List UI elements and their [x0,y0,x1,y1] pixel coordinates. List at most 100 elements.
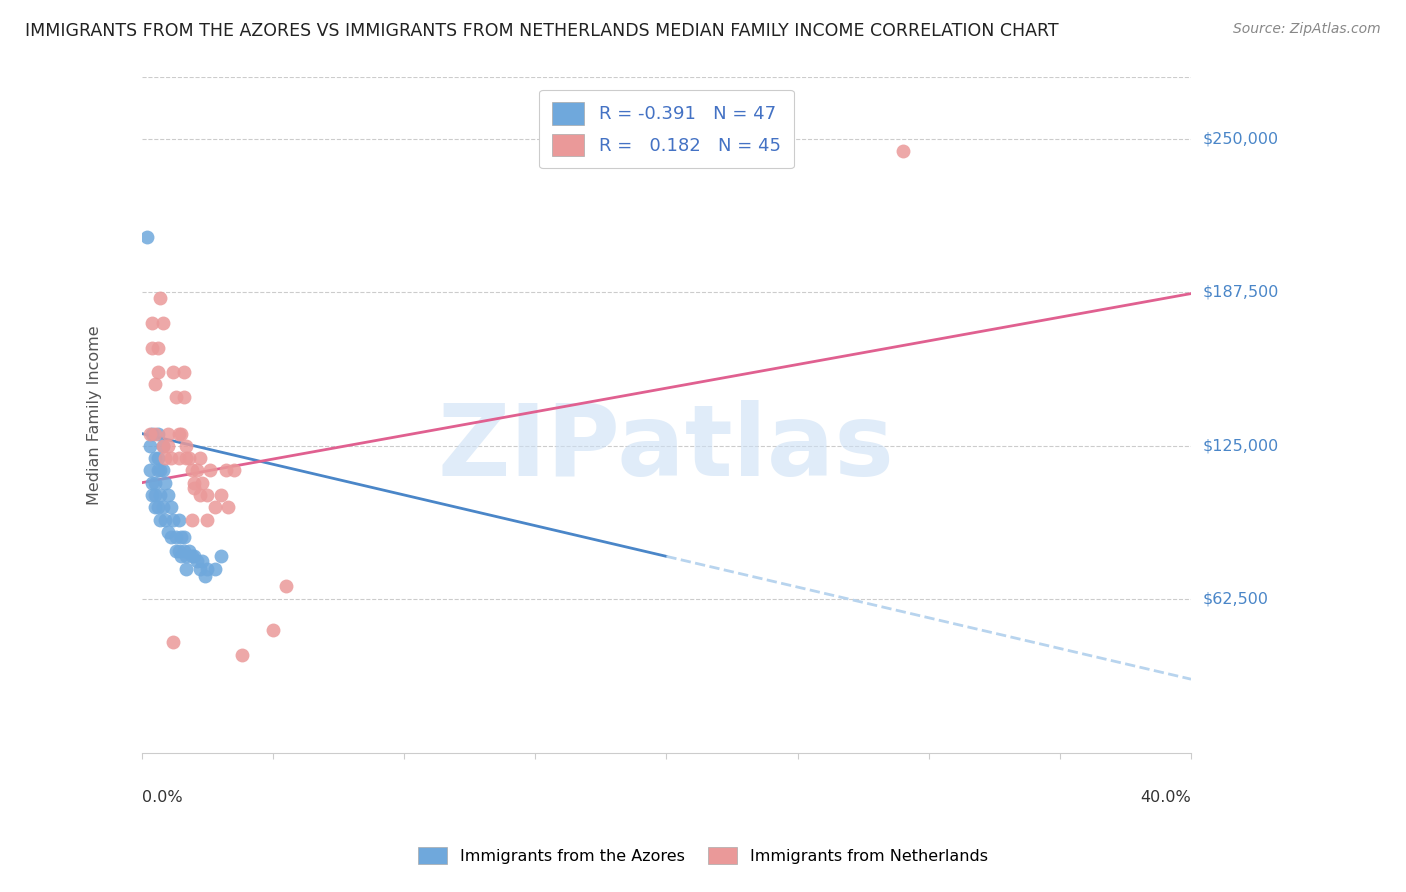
Point [198,463,221,477]
Point [183,549,205,564]
Point [149,292,172,306]
Point [146,365,169,379]
Point [176,549,198,564]
Text: IMMIGRANTS FROM THE AZORES VS IMMIGRANTS FROM NETHERLANDS MEDIAN FAMILY INCOME C: IMMIGRANTS FROM THE AZORES VS IMMIGRANTS… [25,22,1059,40]
Point [165,530,187,544]
Point [167,426,190,441]
Point [165,544,187,558]
Point [188,562,211,576]
Text: $125,000: $125,000 [1202,438,1278,453]
Point [170,549,193,564]
Point [157,439,180,453]
Text: $62,500: $62,500 [1202,592,1268,607]
Point [177,544,200,558]
Point [143,377,166,392]
Point [165,390,187,404]
Point [176,451,198,466]
Text: 0.0%: 0.0% [142,790,183,805]
Point [222,463,245,477]
Point [197,488,219,502]
Point [159,530,181,544]
Point [149,463,172,477]
Text: ZIPatlas: ZIPatlas [439,401,894,498]
Point [143,500,166,515]
Legend: R = -0.391   N = 47, R =   0.182   N = 45: R = -0.391 N = 47, R = 0.182 N = 45 [540,90,793,169]
Point [176,439,198,453]
Point [159,500,181,515]
Point [152,439,174,453]
Point [188,488,211,502]
Point [152,316,174,330]
Point [194,569,217,583]
Point [180,463,202,477]
Text: $187,500: $187,500 [1202,285,1278,300]
Point [138,439,160,453]
Text: $250,000: $250,000 [1202,131,1278,146]
Point [146,500,169,515]
Point [152,439,174,453]
Point [141,488,163,502]
Point [157,488,180,502]
Point [149,488,172,502]
Point [152,500,174,515]
Point [141,316,163,330]
Point [197,562,219,576]
Point [162,365,184,379]
Point [186,554,208,568]
Point [141,341,163,355]
Point [167,451,190,466]
Point [173,365,195,379]
Point [155,512,177,526]
Point [146,426,169,441]
Point [138,426,160,441]
Point [209,488,232,502]
Point [157,524,180,539]
Point [173,530,195,544]
Text: Median Family Income: Median Family Income [87,326,103,505]
Point [186,463,208,477]
Point [143,426,166,441]
Point [149,512,172,526]
Point [188,451,211,466]
Point [204,500,226,515]
Point [191,475,214,490]
Text: Source: ZipAtlas.com: Source: ZipAtlas.com [1233,22,1381,37]
Point [183,475,205,490]
Point [217,500,239,515]
Point [155,475,177,490]
Point [173,544,195,558]
Point [143,488,166,502]
Point [180,512,202,526]
Point [136,230,159,244]
Point [146,341,169,355]
Point [155,451,177,466]
Point [191,554,214,568]
Point [143,475,166,490]
Point [197,512,219,526]
Point [162,512,184,526]
Point [231,648,253,662]
Point [157,426,180,441]
Point [167,544,190,558]
Point [152,463,174,477]
Point [177,451,200,466]
Point [262,623,284,637]
Point [176,562,198,576]
Point [143,451,166,466]
Point [146,451,169,466]
Point [215,463,238,477]
Text: 40.0%: 40.0% [1140,790,1191,805]
Point [183,481,205,495]
Point [138,463,160,477]
Point [274,579,297,593]
Point [159,451,181,466]
Point [180,549,202,564]
Legend: Immigrants from the Azores, Immigrants from Netherlands: Immigrants from the Azores, Immigrants f… [412,840,994,871]
Point [141,475,163,490]
Point [170,426,193,441]
Point [162,635,184,649]
Point [891,144,914,158]
Point [204,562,226,576]
Point [146,463,169,477]
Point [170,530,193,544]
